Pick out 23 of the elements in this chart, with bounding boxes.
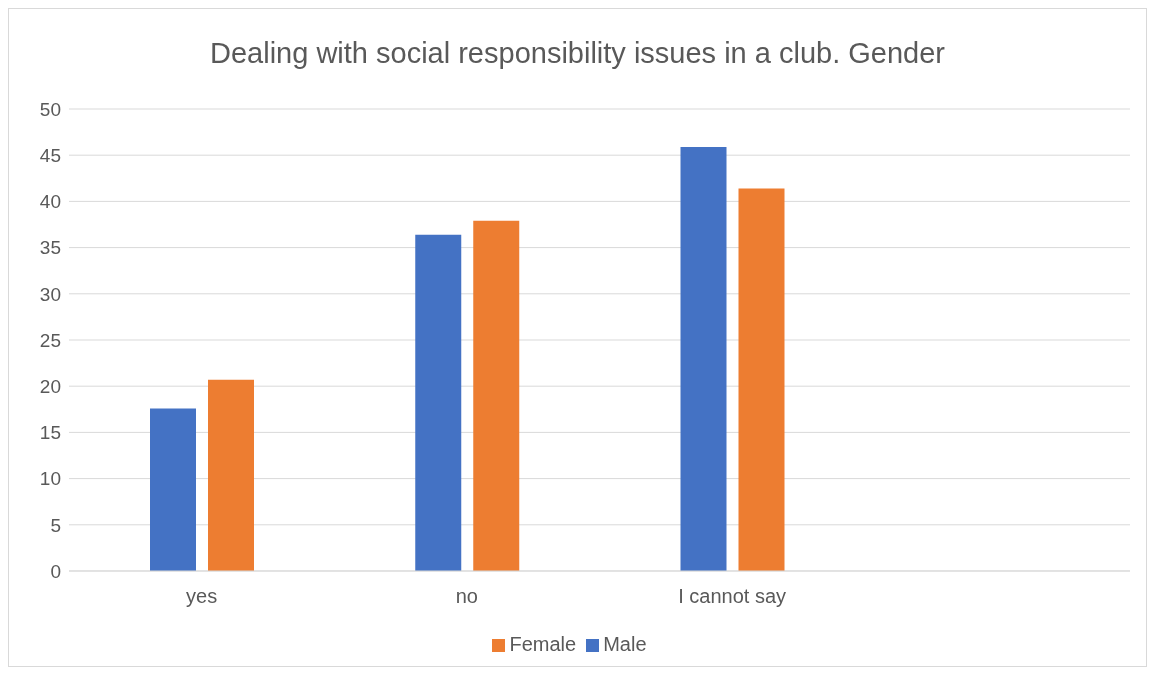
x-tick-label: I cannot say [678,585,787,608]
y-tick-label: 20 [39,375,61,397]
bar [150,408,196,571]
y-tick-label: 25 [39,329,61,351]
y-tick-label: 40 [39,191,61,213]
x-tick-label: yes [186,585,218,608]
bar [680,146,727,571]
y-tick-label: 50 [39,98,61,120]
y-tick-label: 0 [50,560,61,582]
x-tick-label: no [455,585,478,608]
bar [473,220,520,571]
y-tick-label: 10 [39,468,61,490]
y-tick-label: 30 [39,283,61,305]
legend-label: Male [603,633,647,655]
bar [208,379,254,571]
y-tick-label: 35 [39,237,61,259]
bar [415,234,462,571]
legend-label: Female [509,633,577,655]
y-tick-label: 5 [50,514,61,536]
y-tick-label: 45 [39,144,61,166]
bar [738,188,785,571]
chart-title: Dealing with social responsibility issues in a club. Gender [209,37,946,70]
y-tick-label: 15 [39,422,61,444]
